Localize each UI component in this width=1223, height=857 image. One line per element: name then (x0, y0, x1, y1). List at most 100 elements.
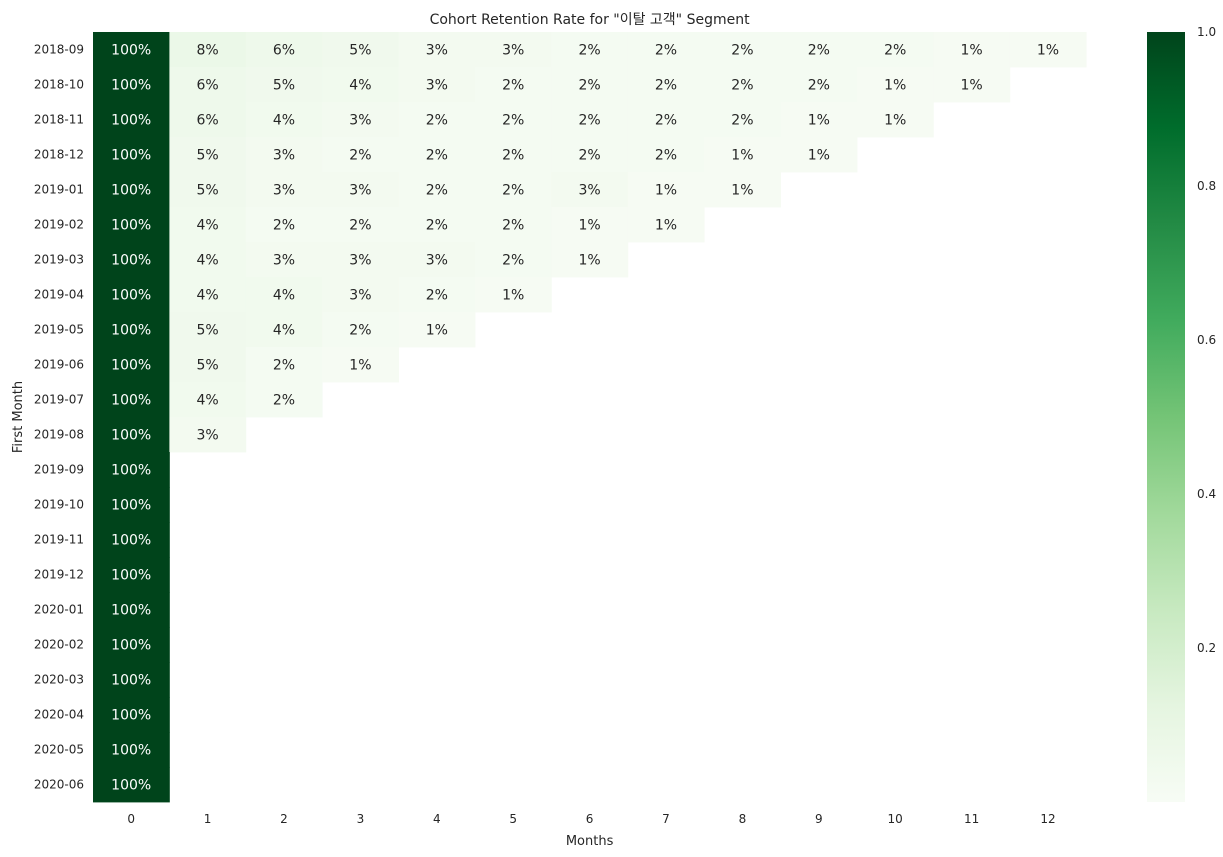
cell-value-label: 1% (884, 78, 906, 94)
cell-value-label: 5% (196, 358, 218, 374)
cell-value-label: 5% (273, 78, 295, 94)
y-tick-label: 2020-04 (34, 708, 84, 722)
heatmap-cell (169, 242, 247, 278)
cell-value-label: 100% (111, 393, 151, 409)
cell-value-label: 2% (578, 43, 600, 59)
cell-value-label: 1% (578, 218, 600, 234)
cell-value-label: 3% (196, 428, 218, 444)
cell-value-label: 3% (426, 253, 448, 269)
heatmap-cell (93, 662, 170, 698)
cell-value-label: 2% (731, 113, 753, 129)
cell-value-label: 100% (111, 708, 151, 724)
heatmap-cell (780, 102, 858, 138)
cell-value-label: 3% (273, 183, 295, 199)
cell-value-label: 3% (578, 183, 600, 199)
cell-value-label: 2% (884, 43, 906, 59)
heatmap-cell (322, 207, 399, 243)
heatmap-cell (245, 347, 323, 383)
heatmap-cell (475, 32, 552, 68)
cell-value-label: 2% (426, 148, 448, 164)
cell-value-label: 2% (426, 183, 448, 199)
heatmap-cell (322, 277, 399, 313)
heatmap-cell (857, 102, 934, 138)
x-tick-label: 4 (433, 812, 441, 826)
heatmap-cell (780, 137, 858, 173)
heatmap-cell (93, 732, 170, 768)
cell-value-label: 100% (111, 113, 151, 129)
cell-value-label: 2% (655, 113, 677, 129)
cell-value-label: 1% (960, 78, 982, 94)
cell-value-label: 2% (808, 43, 830, 59)
cell-value-label: 3% (426, 43, 448, 59)
heatmap-cell (475, 277, 552, 313)
x-tick-labels: 0 1 2 3 4 5 6 7 8 9 10 11 12 (127, 812, 1055, 826)
cell-value-label: 2% (502, 148, 524, 164)
heatmap-cell (245, 382, 323, 418)
heatmap-cell (933, 32, 1011, 68)
cell-value-label: 100% (111, 148, 151, 164)
y-tick-label: 2019-08 (34, 428, 84, 442)
heatmap-cell (245, 277, 323, 313)
cell-value-label: 6% (273, 43, 295, 59)
x-tick-label: 12 (1040, 812, 1055, 826)
x-tick-label: 9 (815, 812, 823, 826)
cell-value-label: 100% (111, 778, 151, 794)
heatmap-cell (475, 242, 552, 278)
heatmap-cell (398, 312, 476, 348)
cell-value-label: 100% (111, 183, 151, 199)
y-tick-label: 2020-03 (34, 673, 84, 687)
y-tick-label: 2018-11 (34, 113, 84, 127)
heatmap-cell (93, 277, 170, 313)
y-tick-label: 2018-09 (34, 43, 84, 57)
y-tick-label: 2019-10 (34, 498, 84, 512)
heatmap-cell (398, 32, 476, 68)
heatmap-cell (245, 172, 323, 208)
heatmap-cell (93, 417, 170, 453)
x-tick-label: 1 (204, 812, 212, 826)
heatmap-cell (169, 102, 247, 138)
heatmap-cell (551, 172, 629, 208)
colorbar-tick-label: 0.4 (1197, 487, 1216, 501)
cell-value-label: 3% (349, 183, 371, 199)
y-tick-label: 2020-06 (34, 778, 84, 792)
heatmap-cell (704, 67, 781, 103)
cell-value-label: 2% (273, 218, 295, 234)
heatmap-cell (93, 172, 170, 208)
cell-value-label: 1% (808, 148, 830, 164)
y-axis-label: First Month (11, 381, 26, 453)
colorbar-tick-label: 0.2 (1197, 641, 1216, 655)
x-tick-label: 10 (888, 812, 903, 826)
cell-value-label: 100% (111, 358, 151, 374)
cell-value-label: 5% (196, 183, 218, 199)
heatmap-cell (933, 67, 1011, 103)
cell-value-label: 2% (426, 288, 448, 304)
cell-value-label: 2% (502, 253, 524, 269)
x-tick-label: 11 (964, 812, 979, 826)
colorbar (1147, 32, 1185, 802)
cell-value-label: 100% (111, 638, 151, 654)
heatmap-cell (169, 312, 247, 348)
cell-value-label: 8% (196, 43, 218, 59)
heatmap-cell (93, 592, 170, 628)
x-tick-label: 0 (127, 812, 135, 826)
heatmap-cell (245, 102, 323, 138)
heatmap-cell (398, 102, 476, 138)
cell-value-label: 2% (502, 78, 524, 94)
heatmap-cell (169, 32, 247, 68)
heatmap-cell (169, 382, 247, 418)
y-tick-labels: 2018-09 2018-10 2018-11 2018-12 2019-01 2019-… (34, 43, 84, 792)
cell-value-label: 1% (655, 183, 677, 199)
cell-value-label: 2% (502, 218, 524, 234)
heatmap-cell (398, 242, 476, 278)
heatmap-cell (93, 102, 170, 138)
cell-value-label: 2% (502, 113, 524, 129)
colorbar-tick-label: 0.8 (1197, 179, 1216, 193)
cell-value-label: 4% (196, 218, 218, 234)
y-tick-label: 2019-09 (34, 463, 84, 477)
heatmap-cell (475, 67, 552, 103)
heatmap-cell (169, 172, 247, 208)
x-axis-label: Months (566, 834, 614, 849)
heatmap-cell (780, 67, 858, 103)
heatmap-cell (627, 67, 705, 103)
heatmap-cell (627, 137, 705, 173)
